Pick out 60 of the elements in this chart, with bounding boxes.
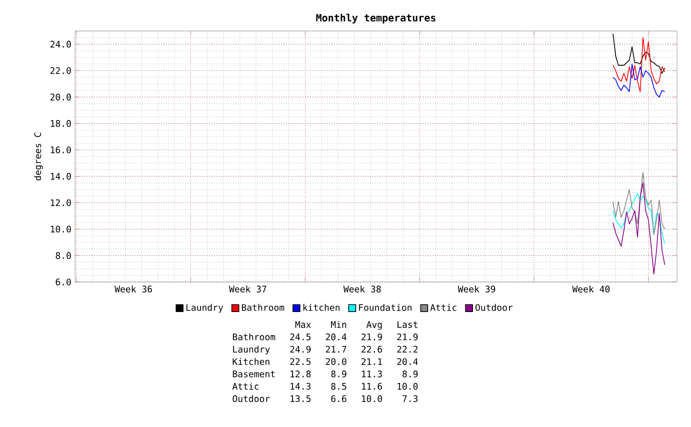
legend-label: kitchen — [303, 304, 340, 311]
text: 21.9 — [362, 334, 382, 340]
line-series — [612, 182, 666, 274]
text: Outdoor — [232, 395, 270, 402]
text: 20.4 — [326, 334, 346, 340]
text: 20.0 — [326, 358, 346, 366]
text: 10.0 — [398, 382, 418, 390]
text: 24.5 — [290, 334, 311, 340]
text: 8.9 — [402, 370, 418, 378]
y-tick-label: 10.0 — [50, 226, 71, 233]
legend-label: Bathroom — [242, 304, 284, 311]
y-tick-label: 14.0 — [50, 172, 71, 180]
chart-title: Monthly temperatures — [316, 14, 436, 24]
text: 14.3 — [290, 382, 311, 390]
y-tick-label: 24.0 — [50, 40, 71, 48]
text: Avg — [366, 321, 382, 330]
text: 7.3 — [402, 395, 418, 402]
y-tick-label: 6.0 — [56, 278, 71, 286]
text: 8.9 — [331, 370, 346, 378]
text: 11.3 — [362, 370, 382, 378]
text: 6.6 — [331, 395, 346, 402]
text: Last — [398, 321, 418, 328]
y-axis-title: degrees C — [34, 132, 43, 180]
text: 24.9 — [290, 346, 311, 353]
legend-label: Attic — [430, 304, 456, 311]
text: Max — [295, 321, 311, 328]
text: Bathroom — [232, 333, 276, 340]
text: 21.1 — [362, 358, 382, 365]
y-tick-label: 18.0 — [50, 120, 71, 127]
y-tick-label: 22.0 — [50, 67, 71, 74]
text: 13.5 — [290, 395, 311, 402]
text: 22.5 — [290, 358, 311, 366]
y-tick-label: 12.0 — [50, 199, 71, 206]
text: 22.6 — [362, 346, 382, 353]
text: Attic — [232, 382, 259, 390]
line-series — [612, 64, 666, 98]
line-series — [612, 37, 666, 92]
legend-label: Foundation — [359, 304, 412, 311]
text: 8.5 — [331, 382, 346, 390]
x-tick-label: Week 38 — [343, 286, 381, 292]
text: 21.7 — [326, 346, 346, 353]
text: Laundry — [233, 346, 270, 354]
text: Basement — [232, 370, 275, 378]
y-tick-label: 16.0 — [50, 146, 71, 154]
text: 22.2 — [397, 346, 418, 353]
y-tick-label: 20.0 — [50, 94, 71, 100]
text: 12.8 — [290, 370, 311, 378]
x-tick-label: Week 40 — [572, 286, 610, 292]
text: 10.0 — [362, 395, 382, 402]
legend-label: Outdoor — [475, 304, 513, 311]
text: 21.9 — [397, 334, 418, 340]
legend-label: Laundry — [186, 304, 224, 313]
x-tick-label: Week 36 — [114, 286, 152, 292]
text: 11.6 — [362, 382, 382, 390]
text: 20.4 — [397, 358, 418, 366]
text: Kitchen — [232, 358, 270, 366]
x-tick-label: Week 39 — [458, 286, 496, 292]
y-tick-label: 8.0 — [56, 252, 71, 259]
x-tick-label: Week 37 — [229, 286, 266, 292]
text: Min — [331, 320, 346, 328]
